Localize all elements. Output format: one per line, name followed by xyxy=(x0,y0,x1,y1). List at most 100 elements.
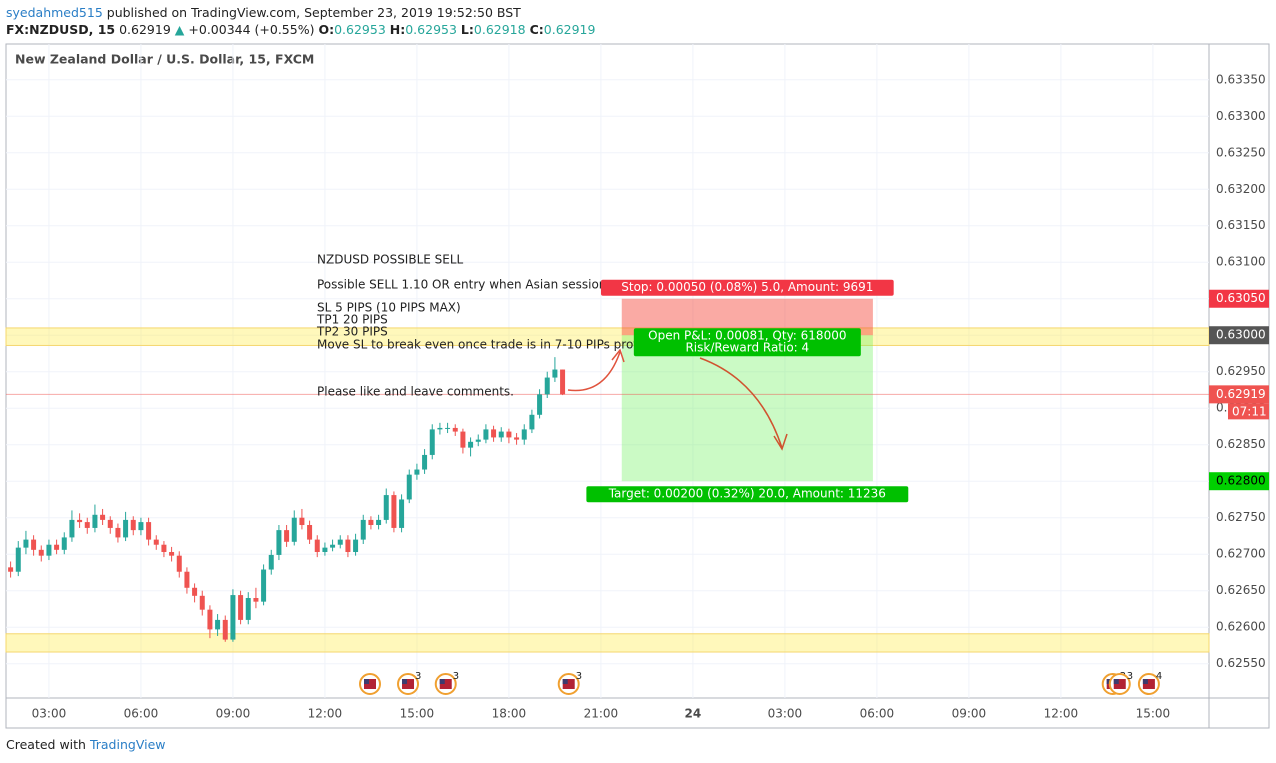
candle-body xyxy=(284,530,290,542)
price-badge xyxy=(1209,472,1269,491)
candle-body xyxy=(429,429,435,455)
l-label: L: xyxy=(460,22,474,37)
o-label: O: xyxy=(318,22,335,37)
candle-body xyxy=(61,537,67,550)
x-tick-label: 15:00 xyxy=(1136,707,1171,721)
candle-body xyxy=(552,369,558,378)
candle-body xyxy=(100,514,106,520)
candle-body xyxy=(15,547,21,572)
y-tick-label: 0.63300 xyxy=(1216,109,1266,123)
stop-text-box xyxy=(600,279,894,296)
x-tick-label: 06:00 xyxy=(860,707,895,721)
y-tick-label: 0.63200 xyxy=(1216,182,1266,196)
x-tick-label: 21:00 xyxy=(584,707,619,721)
candle-body xyxy=(452,427,458,432)
candle-body xyxy=(123,519,129,538)
candle-body xyxy=(253,598,259,602)
author[interactable]: syedahmed515 xyxy=(6,5,103,20)
annotation: Possible SELL 1.10 OR entry when Asian s… xyxy=(317,278,606,292)
candle-body xyxy=(391,495,397,528)
candle-body xyxy=(414,469,420,475)
x-tick-label: 12:00 xyxy=(308,707,343,721)
o: 0.62953 xyxy=(334,22,386,37)
candle-body xyxy=(130,519,136,531)
candle-body xyxy=(230,595,236,640)
x-tick-label: 18:00 xyxy=(492,707,527,721)
x-tick-label: 09:00 xyxy=(952,707,987,721)
flag xyxy=(363,679,369,684)
candle-body xyxy=(199,595,205,610)
candle-body xyxy=(422,454,428,470)
event: 3 xyxy=(397,671,421,695)
candle-body xyxy=(314,539,320,553)
c-label: C: xyxy=(529,22,544,37)
countdown-box xyxy=(1228,403,1269,420)
y-tick-label: 0.62650 xyxy=(1216,583,1266,597)
candle-body xyxy=(353,539,359,553)
header-line: syedahmed515 published on TradingView.co… xyxy=(6,4,595,21)
event: 4 xyxy=(1137,671,1162,695)
candle-body xyxy=(84,522,90,528)
arrow xyxy=(567,348,625,392)
candle-body xyxy=(107,519,113,528)
x-tick-label: 03:00 xyxy=(32,707,67,721)
candle-body xyxy=(261,569,267,602)
y-tick-label: 0.62750 xyxy=(1216,510,1266,524)
last: 0.62919 xyxy=(119,22,171,37)
event-count: 3 xyxy=(453,671,459,682)
y-tick-label: 0.62700 xyxy=(1216,547,1266,561)
event-count: 3 xyxy=(576,671,582,682)
candle-body xyxy=(238,595,244,620)
event-count: 4 xyxy=(1156,671,1162,682)
candle-body xyxy=(161,544,167,553)
x-tick-label: 09:00 xyxy=(216,707,251,721)
candle-body xyxy=(146,522,152,540)
plot xyxy=(5,44,1210,698)
candle-body xyxy=(192,587,198,596)
candle-body xyxy=(491,429,497,438)
price-badge xyxy=(1209,289,1269,308)
candle-body xyxy=(69,519,75,538)
price-badge-label: 0.62800 xyxy=(1216,474,1266,488)
event: 3 xyxy=(1108,671,1133,695)
h-label: H: xyxy=(389,22,406,37)
candle-body xyxy=(222,619,228,640)
x-tick-label: 12:00 xyxy=(1044,707,1079,721)
candle-body xyxy=(38,549,44,556)
candle-body xyxy=(276,530,282,555)
event: 3 xyxy=(557,671,582,695)
flag xyxy=(562,679,575,689)
y-tick-label: 0.63250 xyxy=(1216,145,1266,159)
x-tick-label: 03:00 xyxy=(768,707,803,721)
flag xyxy=(402,679,415,689)
price-badge xyxy=(1209,385,1269,404)
event-count: 3 xyxy=(1127,671,1133,682)
pnl-text: Open P&L: 0.00081, Qty: 618000 xyxy=(648,329,846,343)
annotation: NZDUSD POSSIBLE SELL xyxy=(317,253,464,267)
candle-body xyxy=(299,517,305,526)
price-badge-label: 0.63000 xyxy=(1216,328,1266,342)
event xyxy=(358,673,381,695)
candle-body xyxy=(537,394,543,415)
candle-body xyxy=(176,555,182,572)
candle-body xyxy=(460,431,466,448)
change: +0.00344 (+0.55%) xyxy=(188,22,315,37)
candle-body xyxy=(399,499,405,528)
candle-body xyxy=(475,439,481,442)
annotation: Please like and leave comments. xyxy=(317,385,514,399)
candle-body xyxy=(268,554,274,570)
symbol: FX:NZDUSD, 15 xyxy=(6,22,116,37)
arrow xyxy=(699,357,788,451)
arrow: ▲ xyxy=(174,22,185,37)
y-tick-label: 0.63350 xyxy=(1216,72,1266,86)
flag xyxy=(363,679,376,689)
candle-body xyxy=(307,525,313,540)
pnl-text-box xyxy=(633,328,861,357)
brand[interactable]: TradingView xyxy=(89,737,166,752)
flag xyxy=(1142,679,1148,684)
created: Created with xyxy=(6,737,86,752)
target-zone xyxy=(621,335,873,482)
candle-body xyxy=(514,437,520,440)
l: 0.62918 xyxy=(473,22,526,37)
candle-body xyxy=(406,474,412,500)
